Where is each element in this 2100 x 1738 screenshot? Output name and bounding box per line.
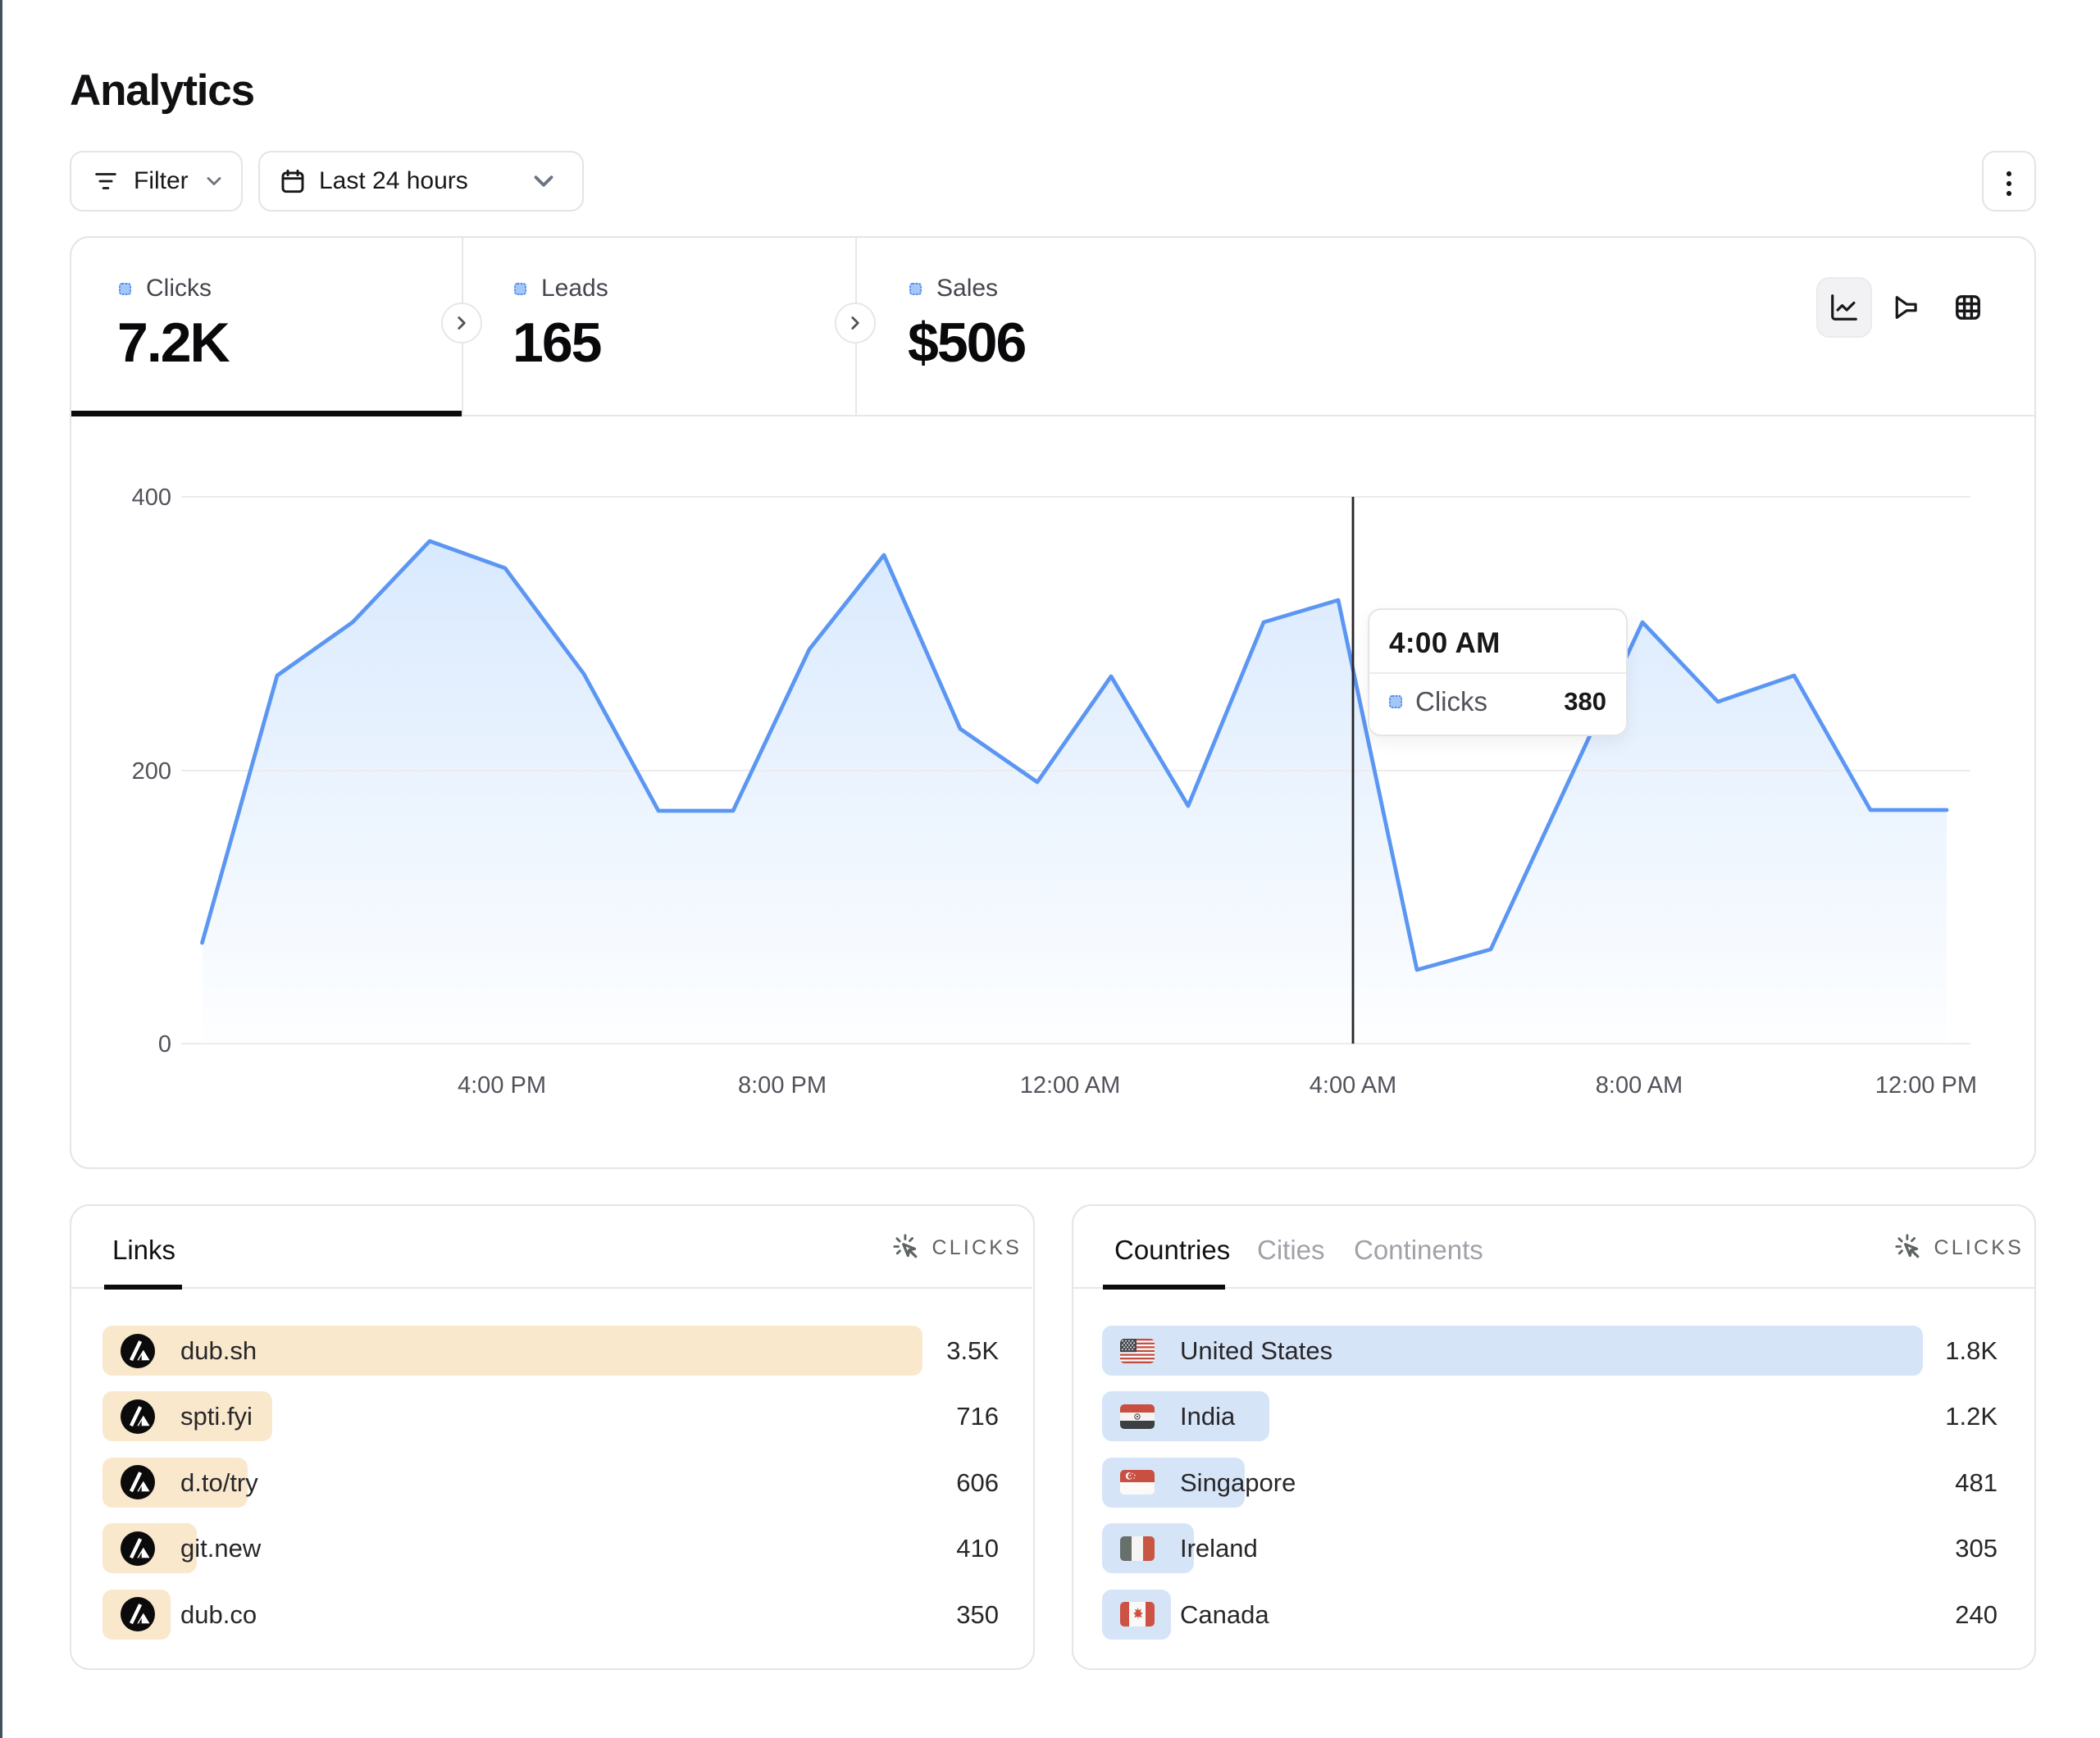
svg-text:0: 0 bbox=[158, 1031, 171, 1058]
svg-text:4:00 PM: 4:00 PM bbox=[458, 1072, 546, 1099]
svg-text:400: 400 bbox=[132, 485, 171, 511]
svg-text:4:00 AM: 4:00 AM bbox=[1310, 1072, 1396, 1099]
svg-text:12:00 AM: 12:00 AM bbox=[1020, 1072, 1121, 1099]
svg-text:8:00 AM: 8:00 AM bbox=[1596, 1072, 1683, 1099]
svg-text:12:00 PM: 12:00 PM bbox=[1875, 1072, 1977, 1099]
svg-text:200: 200 bbox=[132, 758, 171, 785]
svg-text:8:00 PM: 8:00 PM bbox=[738, 1072, 827, 1099]
